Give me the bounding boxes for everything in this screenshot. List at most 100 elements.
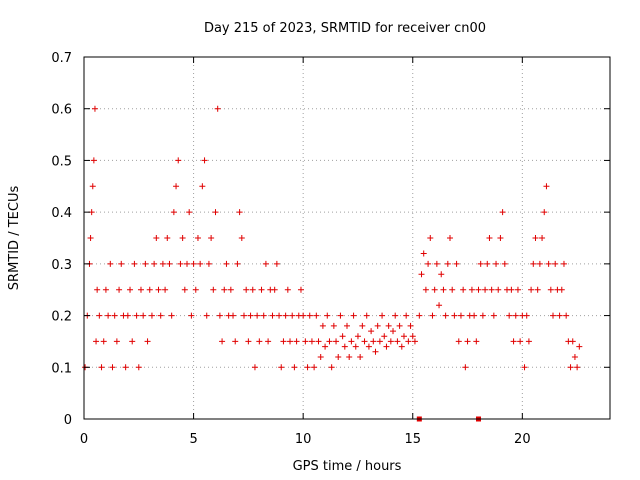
data-point <box>251 364 258 371</box>
data-point <box>278 364 285 371</box>
data-point <box>536 260 543 267</box>
data-point <box>457 312 464 319</box>
data-point <box>107 260 114 267</box>
data-point <box>271 286 278 293</box>
data-point <box>212 209 219 216</box>
data-point <box>444 260 451 267</box>
data-point <box>302 338 309 345</box>
data-point <box>100 338 107 345</box>
data-point <box>394 338 401 345</box>
data-point <box>179 235 186 241</box>
data-point <box>111 312 118 319</box>
x-tick-label: 10 <box>295 432 312 447</box>
data-point <box>269 312 276 319</box>
data-point <box>291 364 298 371</box>
data-point <box>453 260 460 267</box>
data-point <box>177 260 184 267</box>
data-point <box>571 353 578 360</box>
data-point <box>260 312 267 319</box>
data-point <box>155 286 162 293</box>
data-point <box>333 338 340 345</box>
data-point <box>90 157 97 164</box>
data-point <box>363 312 370 319</box>
data-point <box>455 338 462 345</box>
data-point <box>284 286 291 293</box>
data-point <box>545 260 552 267</box>
data-point <box>479 312 486 319</box>
data-point <box>293 338 300 345</box>
data-point <box>186 209 193 216</box>
y-tick-label: 0.1 <box>51 361 72 376</box>
data-point <box>181 286 188 293</box>
data-point <box>245 338 252 345</box>
data-point <box>282 312 289 319</box>
data-point <box>569 338 576 345</box>
data-point <box>357 353 364 360</box>
data-point <box>91 105 98 112</box>
data-point <box>517 338 524 345</box>
data-point <box>304 364 311 371</box>
data-point <box>324 312 331 319</box>
plot-frame <box>83 56 611 420</box>
data-point <box>313 312 320 319</box>
data-point <box>475 286 482 293</box>
y-tick-label: 0.4 <box>51 206 72 221</box>
data-point <box>418 271 425 278</box>
x-tick-label: 0 <box>80 432 88 447</box>
data-point <box>337 312 344 319</box>
data-point <box>153 235 160 241</box>
data-point <box>396 322 403 329</box>
y-tick-labels: 0 0.1 0.2 0.3 0.4 0.5 0.6 0.7 <box>51 51 72 428</box>
data-point <box>372 348 379 355</box>
data-point <box>403 312 410 319</box>
data-point <box>300 312 307 319</box>
y-tick-label: 0.2 <box>51 310 72 325</box>
data-point <box>87 235 94 241</box>
data-point <box>433 260 440 267</box>
data-point <box>238 235 245 241</box>
y-tick-label: 0.6 <box>51 103 72 118</box>
data-point <box>197 260 204 267</box>
data-point <box>460 286 467 293</box>
data-point <box>532 235 539 241</box>
data-point <box>232 338 239 345</box>
data-point <box>512 312 519 319</box>
data-point <box>530 260 537 267</box>
data-point <box>201 157 208 164</box>
data-point <box>151 260 158 267</box>
x-tick-label: 15 <box>404 432 421 447</box>
y-tick-label: 0.7 <box>51 51 72 66</box>
data-point <box>359 322 366 329</box>
data-point <box>98 364 105 371</box>
data-point <box>440 286 447 293</box>
data-point <box>416 312 423 319</box>
data-point <box>550 312 557 319</box>
data-point <box>131 260 138 267</box>
x-tick-labels: 0 5 10 15 20 <box>80 432 531 447</box>
data-point <box>547 286 554 293</box>
data-point <box>576 343 583 350</box>
data-point <box>335 353 342 360</box>
data-point <box>113 338 120 345</box>
data-point <box>219 338 226 345</box>
y-axis-label: SRMTID / TECUs <box>7 186 22 291</box>
data-point <box>543 183 550 190</box>
data-point <box>552 260 559 267</box>
data-point <box>477 260 484 267</box>
x-tick-label: 20 <box>514 432 531 447</box>
data-point <box>221 286 228 293</box>
data-point <box>144 338 151 345</box>
data-point <box>558 286 565 293</box>
x-axis-label: GPS time / hours <box>293 459 402 474</box>
data-point <box>381 333 388 340</box>
data-point <box>322 343 329 350</box>
data-point <box>348 338 355 345</box>
data-point <box>203 312 210 319</box>
data-point <box>127 286 134 293</box>
data-point <box>308 338 315 345</box>
data-point <box>560 260 567 267</box>
data-point <box>230 312 237 319</box>
data-point <box>168 312 175 319</box>
data-point <box>420 250 427 257</box>
data-point <box>157 312 164 319</box>
